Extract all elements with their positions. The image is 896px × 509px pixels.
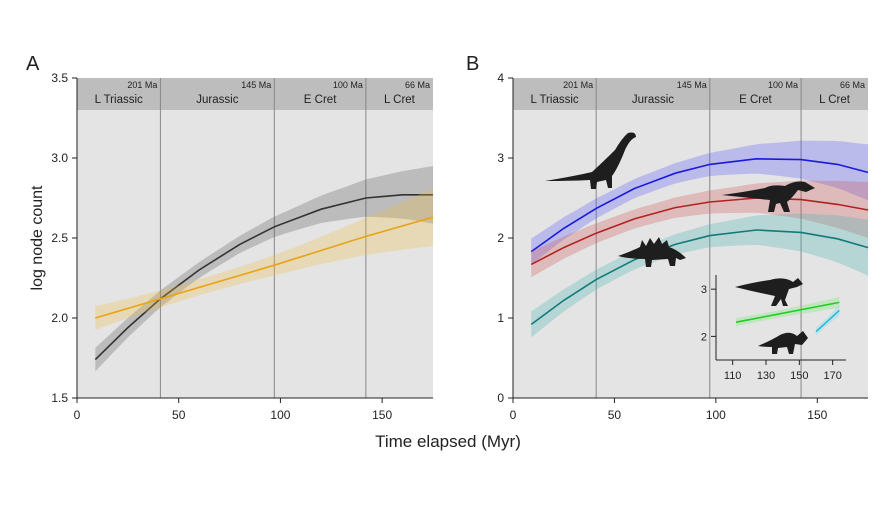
- period-name: E Cret: [304, 94, 337, 106]
- y-tick-label: 3: [497, 151, 504, 165]
- period-age: 100 Ma: [768, 80, 798, 90]
- y-tick-label: 2.0: [51, 311, 68, 325]
- period-name: Jurassic: [632, 94, 674, 106]
- period-name: L Triassic: [95, 94, 143, 106]
- y-tick-label: 1.5: [51, 391, 68, 405]
- plot-background: [77, 78, 433, 398]
- plot-background: [513, 78, 868, 398]
- series-2-uncertainty-band: [531, 213, 868, 338]
- x-tick-label: 0: [510, 408, 517, 422]
- y-tick-label: 3.5: [51, 71, 68, 85]
- period-age: 100 Ma: [333, 80, 363, 90]
- x-tick-label: 0: [74, 408, 81, 422]
- inset-y-tick-label: 2: [701, 331, 707, 343]
- panel-label-b: B: [466, 53, 479, 75]
- x-tick-label: 150: [807, 408, 827, 422]
- inset-y-tick-label: 3: [701, 284, 707, 296]
- period-name: L Cret: [819, 94, 851, 106]
- stegosaur-icon: [618, 237, 686, 267]
- y-tick-label: 1: [497, 311, 504, 325]
- series-1-uncertainty-band: [95, 188, 434, 330]
- inset-x-tick-label: 150: [790, 370, 808, 382]
- x-tick-label: 100: [706, 408, 726, 422]
- inset-chart: 110 130 150 170 2 3: [701, 275, 846, 382]
- period-age: 201 Ma: [563, 80, 593, 90]
- y-tick-label: 2.5: [51, 231, 68, 245]
- inset-x-tick-label: 170: [823, 370, 841, 382]
- period-band: [513, 78, 868, 110]
- y-tick-label: 2: [497, 231, 504, 245]
- sauropod-icon: [545, 132, 636, 189]
- inset-series-0-line: [735, 301, 840, 324]
- y-tick-label: 3.0: [51, 151, 68, 165]
- inset-x-tick-label: 130: [757, 370, 775, 382]
- period-age: 66 Ma: [840, 80, 865, 90]
- series-0-uncertainty-band: [95, 166, 434, 372]
- period-age: 145 Ma: [241, 80, 271, 90]
- panel-label-a: A: [26, 53, 40, 75]
- period-band: [77, 78, 433, 110]
- series-0-uncertainty-band: [531, 140, 868, 265]
- inset-series-1-line: [815, 309, 840, 333]
- x-tick-label: 100: [270, 408, 290, 422]
- x-tick-label: 150: [372, 408, 392, 422]
- series-2-line: [530, 229, 869, 326]
- series-1-line: [530, 197, 869, 266]
- series-1-line: [95, 216, 434, 319]
- x-axis-label: Time elapsed (Myr): [375, 432, 521, 451]
- period-age: 145 Ma: [677, 80, 707, 90]
- period-name: E Cret: [739, 94, 772, 106]
- ceratopsian-icon: [758, 331, 808, 354]
- dinosaur-silhouettes: [545, 132, 815, 354]
- y-tick-label: 4: [497, 71, 504, 85]
- period-age: 66 Ma: [405, 80, 430, 90]
- y-axis-label: log node count: [29, 185, 46, 291]
- hadrosaur-icon: [735, 278, 803, 306]
- period-name: L Triassic: [531, 94, 579, 106]
- x-tick-label: 50: [172, 408, 186, 422]
- inset-x-tick-label: 110: [724, 370, 742, 382]
- period-name: Jurassic: [196, 94, 238, 106]
- x-tick-label: 50: [608, 408, 622, 422]
- theropod-icon: [722, 181, 815, 212]
- period-name: L Cret: [384, 94, 416, 106]
- series-0-line: [94, 194, 433, 361]
- series-0-line: [530, 157, 869, 253]
- y-tick-label: 0: [497, 391, 504, 405]
- period-age: 201 Ma: [127, 80, 157, 90]
